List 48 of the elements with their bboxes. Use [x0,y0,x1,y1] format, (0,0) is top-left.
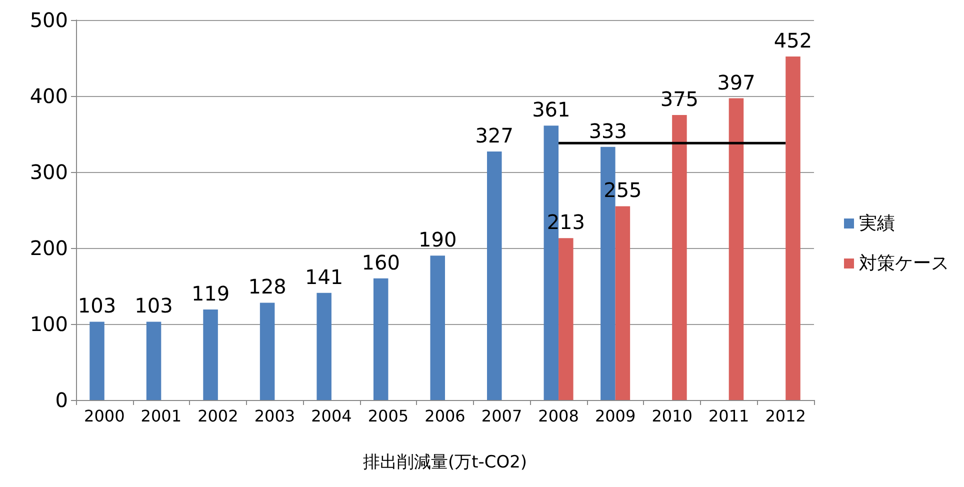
x-tick-label: 2000 [84,406,125,426]
legend-label: 対策ケース [859,253,949,274]
x-tick-label: 2003 [254,406,296,426]
bar [373,278,388,400]
x-tick-label: 2008 [538,406,579,426]
x-tick-label: 2005 [368,406,409,426]
x-tick-label: 2002 [198,406,238,426]
bar [260,302,275,400]
data-label: 103 [78,294,116,318]
legend-label: 実績 [859,213,895,234]
data-label: 375 [660,87,699,111]
y-tick-label: 100 [30,312,68,336]
y-tick-label: 200 [30,236,68,260]
bar [558,238,574,400]
y-tick-label: 500 [30,8,68,32]
x-tick-label: 2006 [424,406,466,426]
bar [90,322,104,400]
bar [672,115,687,400]
bar [316,292,332,400]
data-label: 141 [304,264,344,289]
data-label: 452 [774,28,812,52]
bar [786,56,800,400]
data-label: 333 [588,118,628,143]
x-tick-label: 2009 [594,406,636,426]
bar [203,310,218,400]
y-tick-label: 0 [55,388,68,412]
bar [430,256,445,400]
data-label: 361 [532,98,570,122]
x-tick-label: 2001 [140,406,182,426]
bar [487,151,502,400]
bar [615,206,630,400]
x-tick-label: 2010 [652,406,692,426]
x-tick-label: 2011 [708,406,750,426]
x-tick-label: 2007 [481,406,522,426]
bar [146,322,162,400]
data-label: 327 [475,123,514,148]
data-label: 103 [134,294,173,318]
data-label: 190 [418,228,457,252]
data-label: 397 [717,70,756,94]
bar [728,98,744,400]
y-tick-label: 300 [30,160,68,184]
data-label: 128 [248,274,286,299]
y-tick-label: 400 [30,84,68,108]
x-axis-title: 排出削減量(万t-CO2) [362,452,528,472]
data-label: 160 [362,250,400,274]
x-tick-label: 2004 [311,406,352,426]
data-label: 119 [191,282,230,306]
x-tick-label: 2012 [765,406,806,426]
